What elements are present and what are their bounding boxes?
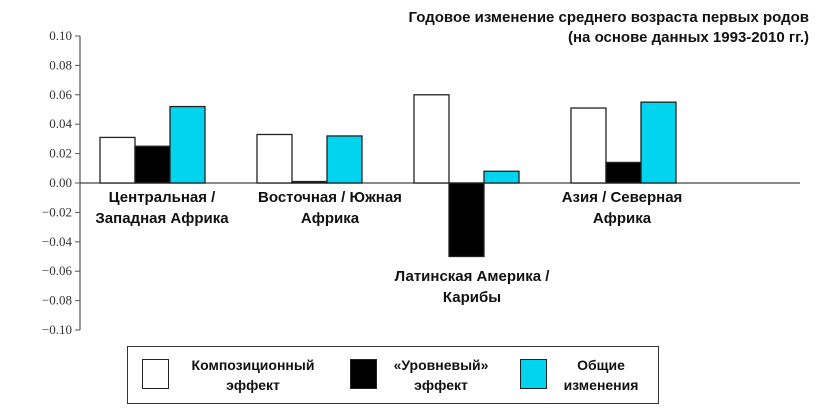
bar	[640, 101, 677, 184]
y-tick-label: 0.08	[49, 57, 72, 72]
legend-label-line: Общие	[577, 357, 625, 373]
legend-swatch-composition	[142, 359, 169, 389]
category-label-line: Африка	[592, 210, 652, 227]
y-tick-label: 0.02	[49, 146, 72, 161]
category-label-line: Азия / Северная	[561, 189, 683, 206]
legend-label-line: Композиционный	[191, 357, 315, 373]
y-tick-label: −0.02	[42, 204, 72, 219]
category-label-line: Африка	[300, 210, 360, 227]
category-label: Центральная / Западная Африка	[62, 187, 262, 229]
bar	[570, 107, 607, 184]
y-tick-label: −0.06	[42, 263, 73, 278]
chart-title: Годовое изменение среднего возраста перв…	[289, 8, 809, 48]
legend-label-level: «Уровневый» эффект	[386, 355, 496, 395]
category-label: Восточная / Южная Африка	[230, 187, 430, 229]
category-label-line: Западная Африка	[95, 210, 229, 227]
y-tick-label: 0.06	[49, 87, 72, 102]
category-label-line: Восточная / Южная	[258, 189, 402, 206]
bar	[605, 161, 642, 184]
bar	[448, 182, 485, 258]
category-label-line: Карибы	[442, 289, 502, 306]
bar	[169, 105, 206, 184]
chart-title-line-2: (на основе данных 1993-2010 гг.)	[568, 29, 809, 46]
legend-label-line: «Уровневый»	[393, 357, 489, 373]
bar	[134, 145, 171, 184]
legend-label-total: Общие изменения	[556, 355, 646, 395]
bar	[291, 180, 328, 184]
y-tick-label: −0.10	[42, 322, 72, 337]
legend-label-line: изменения	[563, 377, 639, 393]
y-tick-label: −0.08	[42, 293, 72, 308]
chart-title-line-1: Годовое изменение среднего возраста перв…	[408, 9, 809, 26]
bar	[326, 135, 363, 184]
legend-label-line: эффект	[414, 377, 468, 393]
category-label: Азия / Северная Африка	[522, 187, 722, 229]
y-tick-label: 0.00	[49, 175, 72, 190]
legend-label-line: эффект	[226, 377, 280, 393]
bar	[99, 136, 136, 184]
category-label-line: Центральная /	[108, 189, 216, 206]
bar	[256, 133, 293, 184]
category-label-line: Латинская Америка /	[394, 268, 550, 285]
bar	[413, 94, 450, 184]
y-tick-label: −0.04	[42, 234, 73, 249]
bar	[483, 170, 520, 184]
category-label: Латинская Америка / Карибы	[372, 266, 572, 308]
legend-swatch-level	[350, 359, 377, 389]
legend-label-composition: Композиционный эффект	[178, 355, 328, 395]
y-tick-label: 0.04	[49, 116, 72, 131]
legend-swatch-total	[520, 359, 547, 389]
y-tick-label: 0.10	[49, 28, 72, 43]
legend: Композиционный эффект «Уровневый» эффект О…	[127, 346, 659, 404]
